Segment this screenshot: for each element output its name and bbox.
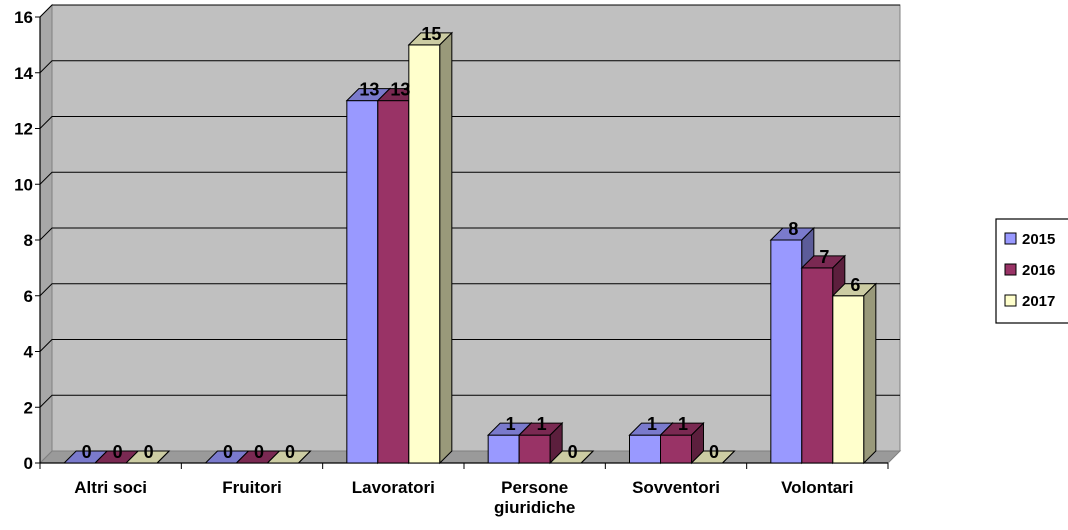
gridline	[39, 4, 900, 18]
y-tick-label: 6	[24, 287, 33, 306]
gridline	[39, 394, 900, 408]
y-tick-label: 4	[24, 343, 34, 362]
gridline	[39, 171, 900, 185]
gridlines	[39, 4, 900, 408]
x-category-label: Persone giuridiche	[494, 478, 575, 517]
gridline	[39, 339, 900, 352]
y-tick-label: 2	[24, 398, 33, 417]
bar-2017-altri-soci	[124, 450, 171, 464]
data-label: 7	[819, 247, 829, 267]
data-label: 1	[647, 414, 657, 434]
gridline	[39, 116, 900, 129]
bars	[62, 31, 878, 465]
y-axis-ticks: 0 2 4 6 8 10 12 14 16	[14, 8, 40, 473]
data-label: 0	[254, 442, 264, 462]
gridline	[39, 283, 900, 297]
legend-swatch-2015	[1004, 232, 1017, 245]
legend-swatch-2017	[1004, 294, 1017, 307]
y-tick-label: 16	[14, 8, 33, 27]
data-label: 0	[223, 442, 233, 462]
data-label: 13	[390, 80, 410, 100]
data-label: 13	[359, 80, 379, 100]
legend-label-2016: 2016	[1022, 262, 1055, 279]
data-label: 1	[537, 414, 547, 434]
bar-2017-fruitori	[266, 450, 312, 464]
x-category-label: Lavoratori	[352, 478, 435, 497]
legend-label-2015: 2015	[1022, 231, 1055, 248]
data-label: 0	[113, 442, 123, 462]
bar-2017-sovventori	[690, 450, 736, 464]
y-tick-label: 14	[14, 64, 33, 83]
data-labels: 0 0 0 0 0 0 13 13 15 1 1 0 1 1 0 8 7 6	[82, 24, 861, 462]
data-label: 0	[82, 442, 92, 462]
data-label: 15	[421, 24, 441, 44]
bar-2016-persone-giuridiche	[517, 421, 564, 465]
legend-label-2017: 2017	[1022, 293, 1055, 310]
gridline	[39, 60, 900, 74]
legend-swatch-2016	[1004, 263, 1017, 276]
x-category-label: Sovventori	[632, 478, 720, 497]
data-label: 0	[285, 442, 295, 462]
bar-2017-persone-giuridiche	[548, 450, 595, 464]
data-label: 0	[709, 442, 719, 462]
bar-2017-lavoratori	[407, 31, 454, 465]
data-label: 8	[788, 219, 798, 239]
data-label: 0	[144, 442, 154, 462]
bar-2016-sovventori	[659, 421, 705, 465]
y-tick-label: 12	[14, 120, 33, 139]
data-label: 0	[568, 442, 578, 462]
legend: 2015 2016 2017	[995, 218, 1068, 324]
x-category-label: Fruitori	[222, 478, 282, 497]
y-tick-label: 10	[14, 175, 33, 194]
gridline	[39, 227, 900, 241]
y-tick-label: 0	[24, 454, 33, 473]
bar-2017-volontari	[831, 282, 878, 465]
x-category-label: Volontari	[781, 478, 853, 497]
data-label: 1	[678, 414, 688, 434]
data-label: 6	[850, 275, 860, 295]
data-label: 1	[506, 414, 516, 434]
y-tick-label: 8	[24, 231, 33, 250]
x-category-label: Altri soci	[74, 478, 147, 497]
x-axis-categories: Altri soci Fruitori Lavoratori Persone giuri…	[39, 463, 889, 517]
